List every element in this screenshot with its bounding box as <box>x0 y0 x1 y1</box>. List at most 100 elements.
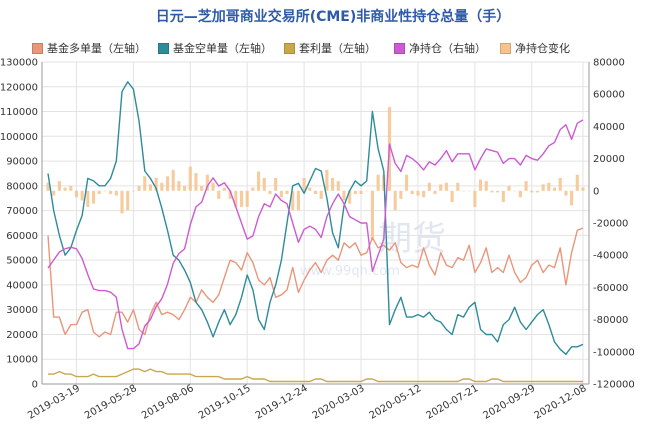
y-right-tick-label: 20000 <box>593 154 625 165</box>
legend-swatch-short <box>158 42 169 54</box>
legend-swatch-net-change <box>500 42 511 54</box>
legend-item-long[interactable]: 基金多单量（左轴） <box>32 40 146 56</box>
net-position-line <box>47 119 584 350</box>
legend-label-net-change: 净持仓变化 <box>515 42 570 55</box>
legend-item-net-change[interactable]: 净持仓变化 <box>500 40 570 56</box>
y-right-tick-label: 0 <box>593 186 599 197</box>
y-left-tick-label: 10000 <box>6 355 38 366</box>
net-change-bar <box>302 177 306 191</box>
net-change-bar <box>433 190 437 195</box>
net-change-bar <box>308 187 312 191</box>
y-right-tick-label: -100000 <box>593 347 635 358</box>
net-change-bar <box>393 190 397 211</box>
net-change-bar <box>103 190 107 192</box>
net-change-bar <box>331 177 335 191</box>
net-change-bar <box>541 184 545 191</box>
y-left-tick-label: 110000 <box>0 107 38 118</box>
net-change-bar <box>370 190 374 240</box>
y-left-tick-label: 30000 <box>6 305 38 316</box>
net-change-bar <box>319 190 323 199</box>
net-change-bar <box>160 182 164 191</box>
x-tick-label: 2019-08-06 <box>140 383 196 422</box>
net-change-bar <box>524 181 528 191</box>
legend-swatch-spread <box>284 42 295 54</box>
watermark: 期货 www.99qh.com <box>300 219 446 279</box>
net-change-bar <box>228 190 232 199</box>
legend-label-spread: 套利量（左轴） <box>299 42 376 55</box>
net-change-bar <box>513 190 517 192</box>
legend-item-short[interactable]: 基金空单量（左轴） <box>158 40 272 56</box>
net-change-bar <box>404 174 409 191</box>
net-change-bar <box>518 190 522 198</box>
net-change-bar <box>251 187 255 191</box>
y-left-tick-label: 20000 <box>6 330 38 341</box>
chart-title: 日元—芝加哥商业交易所(CME)非商业性持仓总量（手） <box>155 9 511 25</box>
net-change-bar <box>183 185 187 191</box>
net-change-bar <box>109 190 113 195</box>
legend-item-spread[interactable]: 套利量（左轴） <box>284 40 376 56</box>
legend-swatch-long <box>32 42 43 54</box>
net-change-bar <box>234 190 238 207</box>
x-tick-label: 2020-12-08 <box>533 383 589 422</box>
net-change-bar <box>348 190 352 204</box>
x-tick-label: 2020-05-12 <box>368 383 424 422</box>
legend-label-long: 基金多单量（左轴） <box>47 42 146 55</box>
legend-label-net: 净持仓（右轴） <box>409 42 486 55</box>
legend: 基金多单量（左轴） 基金空单量（左轴） 套利量（左轴） 净持仓（右轴） 净持仓变… <box>24 40 654 56</box>
net-change-bar <box>257 171 261 191</box>
watermark-url-text: www.99qh.com <box>300 264 400 279</box>
net-change-bar <box>222 187 227 191</box>
y-right-tick-label: 80000 <box>593 58 625 69</box>
y-right-tick-label: -40000 <box>593 251 628 262</box>
net-change-bar <box>154 177 158 191</box>
net-change-bar <box>496 190 500 193</box>
net-change-bar <box>57 181 61 191</box>
net-change-bar <box>205 174 209 191</box>
y-left-tick-label: 100000 <box>0 132 38 143</box>
y-left-tick-label: 60000 <box>6 231 38 242</box>
net-change-bar <box>211 182 215 191</box>
net-change-bar <box>114 190 118 196</box>
x-tick-label: 2020-09-29 <box>481 383 537 422</box>
net-change-bar <box>359 190 363 195</box>
net-change-bar <box>143 176 147 191</box>
net-change-bar <box>63 187 67 191</box>
net-change-bar <box>313 190 318 195</box>
net-change-bar <box>171 169 175 191</box>
net-change-bar <box>188 166 192 191</box>
watermark-logo-text: 期货 <box>378 219 446 259</box>
net-change-bar <box>279 190 283 198</box>
legend-label-short: 基金空单量（左轴） <box>173 42 272 55</box>
spread-line <box>48 368 583 383</box>
legend-item-net[interactable]: 净持仓（右轴） <box>394 40 486 56</box>
x-tick-label: 2019-12-24 <box>254 383 310 422</box>
net-change-bar <box>410 190 414 195</box>
net-change-bar <box>444 182 448 191</box>
y-left-tick-label: 80000 <box>6 181 38 192</box>
net-change-bar <box>120 190 124 214</box>
net-change-bar <box>570 190 574 206</box>
net-change-bar <box>552 187 557 191</box>
net-change-bar <box>422 190 426 198</box>
net-change-bar <box>416 190 420 196</box>
x-tick-label: 2019-05-28 <box>83 383 139 422</box>
net-change-bar <box>336 181 340 191</box>
net-change-bar <box>69 185 73 191</box>
net-change-bar <box>97 190 101 195</box>
net-change-bar <box>365 190 369 192</box>
net-change-bar <box>467 190 471 192</box>
net-change-bar <box>427 182 431 191</box>
y-left-tick-label: 50000 <box>6 256 38 267</box>
y-right-tick-label: -80000 <box>593 315 628 326</box>
y-left-tick-label: 130000 <box>0 58 38 69</box>
net-change-bar <box>217 190 221 199</box>
x-tick-label: 2020-03-03 <box>311 383 367 422</box>
net-change-bar <box>507 185 511 191</box>
series-lines <box>47 81 584 383</box>
net-change-bar <box>558 177 562 191</box>
net-change-bar <box>239 190 244 207</box>
net-change-bar <box>285 190 289 195</box>
net-change-bar <box>131 190 135 192</box>
net-change-bar <box>268 190 272 195</box>
